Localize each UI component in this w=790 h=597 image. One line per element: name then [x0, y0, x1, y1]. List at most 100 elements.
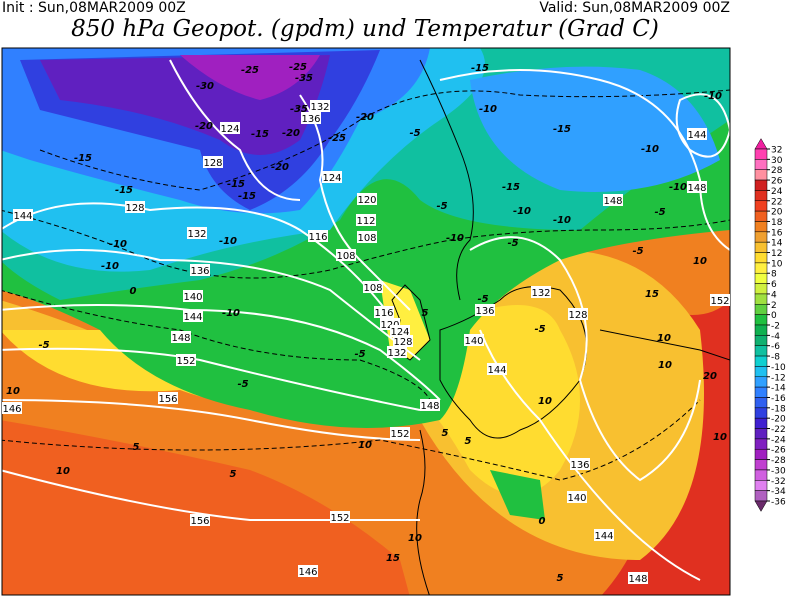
label-box [190, 514, 210, 526]
temperature-label: 0 [539, 516, 546, 527]
map-frame [1, 47, 731, 596]
geopotential-label: 152 [176, 356, 195, 367]
temperature-label: 10 [693, 256, 707, 267]
colorbar-label: -14 [771, 384, 786, 394]
label-box [374, 306, 394, 318]
temperature-label: 10 [6, 386, 20, 397]
colorbar-bin [754, 376, 768, 388]
geopotential-label: 146 [2, 404, 21, 415]
geopotential-label: 128 [568, 310, 587, 321]
label-box [390, 325, 410, 337]
label-box [308, 230, 328, 242]
label-box [220, 122, 240, 134]
temperature-label: -20 [282, 128, 300, 139]
valid-time: Valid: Sun,08MAR2009 00Z [539, 0, 730, 16]
colorbar-bin [754, 469, 768, 481]
geopotential-label: 140 [183, 292, 202, 303]
colorbar-bin [754, 407, 768, 419]
temperature-label: 20 [703, 371, 717, 382]
label-box [336, 249, 356, 261]
label-box [393, 335, 413, 347]
colorbar-label: 22 [771, 197, 782, 207]
geopotential-label: 146 [298, 567, 317, 578]
colorbar-bin [754, 252, 768, 264]
temperature-label: -25 [289, 62, 307, 73]
colorbar-label: -12 [771, 373, 786, 383]
label-box [687, 181, 707, 193]
temperature-label: -10 [513, 206, 531, 217]
label-box [187, 227, 207, 239]
colorbar-bin [754, 179, 768, 191]
temperature-label: -5 [654, 207, 665, 218]
geopotential-label: 148 [171, 333, 190, 344]
colorbar-bin [754, 210, 768, 222]
geopotential-label: 148 [420, 401, 439, 412]
label-box [568, 308, 588, 320]
map-labels: 1241281321361281321361401441481521561441… [2, 62, 730, 585]
colorbar-label: -22 [771, 425, 786, 435]
temperature-label: 5 [465, 436, 472, 447]
label-box [357, 193, 377, 205]
geopotential-label: 132 [187, 229, 206, 240]
colorbar-bin [754, 397, 768, 409]
label-box [2, 402, 22, 414]
label-box [330, 511, 350, 523]
colorbar-bin [754, 272, 768, 284]
label-box [357, 231, 377, 243]
label-box [13, 209, 33, 221]
temperature-label: -15 [471, 63, 489, 74]
temperature-label: 10 [538, 396, 552, 407]
label-box [475, 304, 495, 316]
colorbar-bin [754, 448, 768, 460]
colorbar-label: 2 [771, 301, 777, 311]
temperature-label: -35 [290, 104, 308, 115]
temperature-label: -10 [109, 239, 127, 250]
temperature-label: 5 [422, 308, 429, 319]
colorbar-bin [754, 345, 768, 357]
geopotential-label: 156 [190, 516, 209, 527]
geopotential-label: 124 [322, 173, 341, 184]
colorbar-label: -10 [771, 363, 786, 373]
colorbar-bin [754, 386, 768, 398]
colorbar-label: 8 [771, 270, 777, 280]
colorbar-bin [754, 366, 768, 378]
temperature-label: -10 [553, 215, 571, 226]
temperature-label: 10 [657, 333, 671, 344]
geopotential-label: 136 [570, 460, 589, 471]
colorbar-bin [754, 355, 768, 367]
colorbar-bin [754, 262, 768, 274]
label-box [570, 458, 590, 470]
geopotential-label: 128 [203, 158, 222, 169]
label-box [176, 354, 196, 366]
temperature-label: -5 [534, 324, 545, 335]
temperature-label: -15 [227, 179, 245, 190]
colorbar-label: 26 [771, 177, 783, 187]
temperature-label: -5 [507, 238, 518, 249]
temperature-label: 5 [133, 442, 140, 453]
label-box [594, 529, 614, 541]
temperature-label: -20 [356, 112, 374, 123]
colorbar-label: -8 [771, 353, 780, 363]
geopotential-label: 136 [301, 114, 320, 125]
colorbar-label: 4 [771, 290, 777, 300]
label-box [158, 392, 178, 404]
colorbar-bin [754, 200, 768, 212]
colorbar-label: -2 [771, 322, 780, 332]
label-box [322, 171, 342, 183]
colorbar-label: 18 [771, 218, 783, 228]
colorbar-bin [754, 283, 768, 295]
colorbar-label: 16 [771, 228, 783, 238]
label-box [390, 427, 410, 439]
geopotential-label: 140 [464, 336, 483, 347]
label-box [356, 214, 376, 226]
geopotential-label: 136 [475, 306, 494, 317]
label-box [310, 100, 330, 112]
label-box [183, 290, 203, 302]
label-box [531, 286, 551, 298]
label-box [567, 491, 587, 503]
temperature-label: 10 [56, 466, 70, 477]
map-title: 850 hPa Geopot. (gpdm) und Temperatur (G… [71, 16, 659, 42]
geopotential-label: 128 [393, 337, 412, 348]
temperature-label: -15 [238, 191, 256, 202]
